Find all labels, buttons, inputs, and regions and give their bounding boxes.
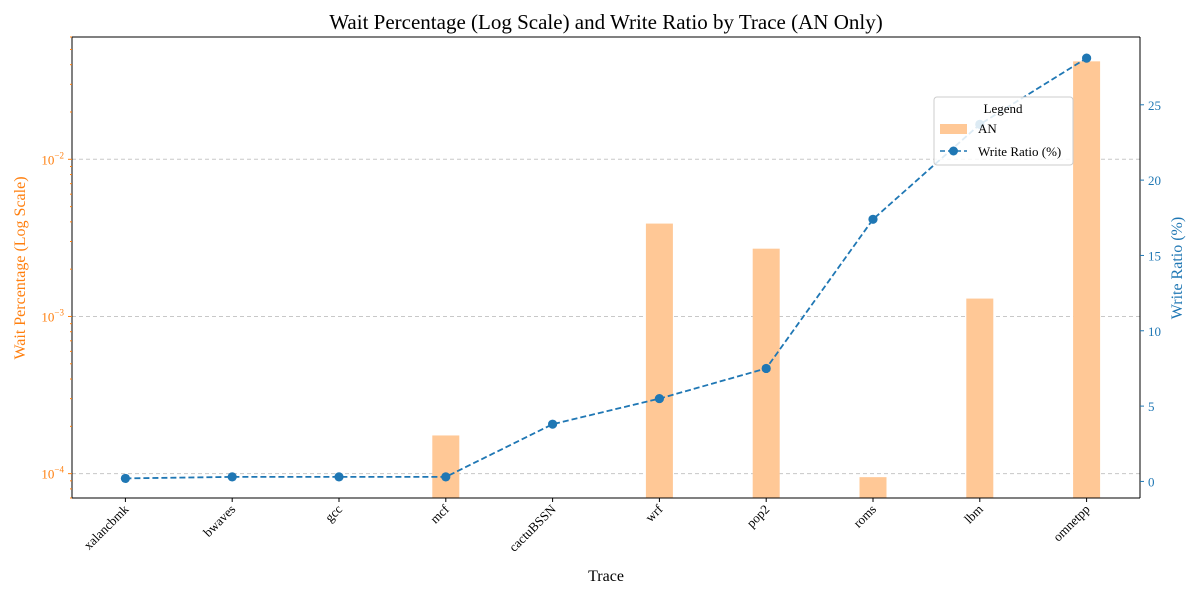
right-tick-label: 15: [1148, 248, 1161, 263]
legend-title: Legend: [984, 101, 1023, 116]
right-tick-label: 20: [1148, 173, 1161, 188]
x-tick-label: bwaves: [200, 502, 238, 540]
right-axis-label: Write Ratio (%): [1169, 217, 1186, 319]
bar-roms: [859, 477, 887, 498]
left-tick-label-exponent: −4: [54, 465, 64, 475]
right-tick-label: 10: [1148, 324, 1161, 339]
left-tick-label: 10−4: [41, 465, 64, 482]
x-tick-label: gcc: [322, 501, 346, 525]
point-wrf: [654, 393, 665, 404]
right-tick-label: 25: [1148, 98, 1161, 113]
right-axis-ticks: 0 5 10 15 20 25: [1140, 98, 1161, 489]
axes: [71, 36, 1141, 499]
point-omnetpp: [1082, 53, 1092, 63]
chart-title: Wait Percentage (Log Scale) and Write Ra…: [329, 10, 882, 34]
point-gcc: [334, 472, 344, 482]
point-pop2: [761, 363, 771, 374]
right-tick-label: 0: [1148, 474, 1155, 489]
legend: Legend AN Write Ratio (%): [933, 96, 1074, 166]
right-tick-label: 5: [1148, 399, 1155, 414]
left-tick-label-base: 10: [41, 309, 54, 324]
left-tick-label-base: 10: [41, 152, 54, 167]
point-bwaves: [227, 472, 237, 482]
left-axis-ticks: 10−410−310−2: [41, 36, 72, 499]
x-tick-label: xalancbmk: [81, 501, 132, 552]
x-tick-label: omnetpp: [1050, 502, 1093, 545]
left-tick-label: 10−3: [41, 307, 64, 324]
point-mcf: [441, 472, 451, 482]
x-tick-label: mcf: [427, 501, 452, 526]
x-axis-ticks: xalancbmk bwaves gcc mcf cactuBSSN wrf pop2 rom…: [81, 498, 1093, 555]
left-tick-label: 10−2: [41, 150, 64, 167]
bar-series-an: [432, 61, 1101, 498]
point-xalancbmk: [120, 473, 130, 484]
left-tick-label-exponent: −2: [54, 150, 64, 160]
legend-label-an: AN: [978, 121, 997, 136]
point-roms: [868, 214, 878, 224]
legend-box: [933, 96, 1074, 166]
x-tick-label: roms: [850, 502, 879, 531]
x-tick-label: wrf: [642, 501, 666, 525]
left-tick-label-base: 10: [41, 467, 54, 482]
legend-swatch-an: [940, 124, 967, 134]
left-tick-label-exponent: −3: [54, 307, 64, 317]
x-axis-label: Trace: [588, 568, 624, 585]
x-tick-label: pop2: [743, 502, 772, 531]
bar-lbm: [966, 298, 994, 498]
x-tick-label: cactuBSSN: [506, 501, 559, 554]
legend-label-write-ratio: Write Ratio (%): [978, 144, 1061, 159]
bar-mcf: [432, 435, 460, 498]
left-axis-label: Wait Percentage (Log Scale): [12, 176, 29, 359]
legend-swatch-write-ratio-marker: [949, 146, 958, 156]
x-tick-label: lbm: [961, 502, 986, 527]
point-cactuBSSN: [548, 419, 558, 429]
bar-wrf: [645, 223, 673, 498]
bar-omnetpp: [1073, 61, 1101, 498]
bar-pop2: [752, 248, 780, 498]
